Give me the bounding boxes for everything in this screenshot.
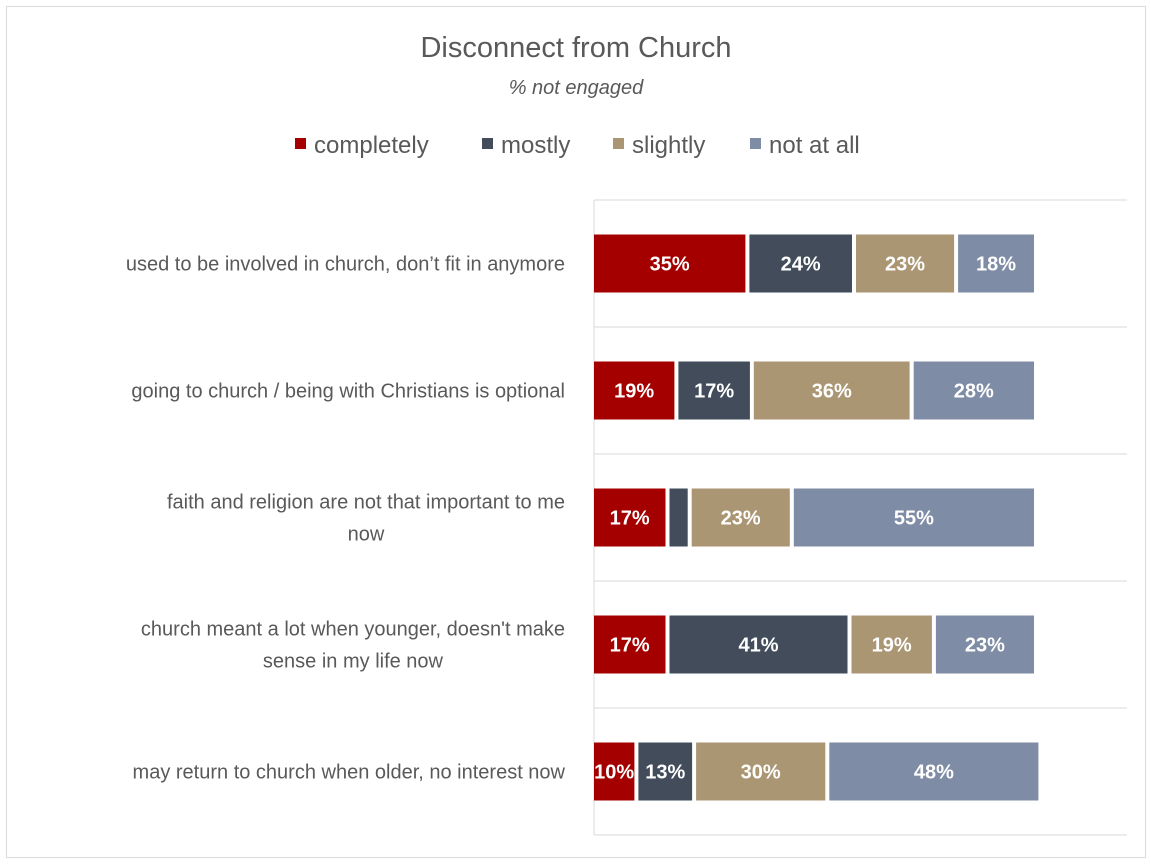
chart-title: Disconnect from Church xyxy=(420,32,731,64)
bar-completely xyxy=(594,234,746,293)
bar-mostly xyxy=(678,361,750,420)
legend-swatch-completely xyxy=(295,138,306,149)
bar-slightly xyxy=(696,742,826,801)
data-label: 28% xyxy=(954,381,994,403)
bar-not-at-all xyxy=(935,615,1034,674)
data-label: 41% xyxy=(738,635,778,657)
legend-swatch-mostly xyxy=(482,138,493,149)
bar-completely xyxy=(594,361,675,420)
data-label: 23% xyxy=(721,508,761,530)
category-label: faith and religion are not that importan… xyxy=(167,492,565,546)
data-label: 23% xyxy=(885,254,925,276)
legend-swatch-not-at-all xyxy=(750,138,761,149)
legend-label-mostly: mostly xyxy=(501,132,570,159)
chart-frame xyxy=(6,6,1146,858)
category-label: may return to church when older, no inte… xyxy=(133,762,566,784)
bar-completely xyxy=(594,615,666,674)
data-label: 24% xyxy=(781,254,821,276)
data-label: 10% xyxy=(594,762,634,784)
data-label: 13% xyxy=(645,762,685,784)
data-label: 19% xyxy=(872,635,912,657)
data-label: 55% xyxy=(894,508,934,530)
bar-mostly xyxy=(638,742,693,801)
category-label: going to church / being with Christians … xyxy=(131,381,565,403)
data-label: 17% xyxy=(610,508,650,530)
legend-label-slightly: slightly xyxy=(632,132,705,159)
bar-mostly xyxy=(669,615,848,674)
legend-swatch-slightly xyxy=(613,138,624,149)
category-label: church meant a lot when younger, doesn't… xyxy=(141,619,565,673)
bar-completely xyxy=(594,742,635,801)
data-label: 30% xyxy=(741,762,781,784)
data-label: 35% xyxy=(650,254,690,276)
category-labels: used to be involved in church, don’t fit… xyxy=(126,254,566,784)
bar-not-at-all xyxy=(829,742,1039,801)
data-label: 48% xyxy=(914,762,954,784)
data-label: 23% xyxy=(965,635,1005,657)
data-label: 17% xyxy=(610,635,650,657)
bar-mostly xyxy=(669,488,688,547)
bar-not-at-all xyxy=(958,234,1034,293)
chart-subtitle: % not engaged xyxy=(509,77,644,99)
bar-not-at-all xyxy=(793,488,1034,547)
data-label: 17% xyxy=(694,381,734,403)
legend: completely mostly slightly not at all xyxy=(295,132,860,159)
legend-label-not-at-all: not at all xyxy=(769,132,860,159)
legend-label-completely: completely xyxy=(314,132,429,159)
bars: 35% 24% 23% 18% 19% 17% 36% 28% 17% 23% 55% 17% 41% 1… xyxy=(594,234,1039,801)
bar-mostly xyxy=(749,234,852,293)
bar-slightly xyxy=(851,615,932,674)
bar-completely xyxy=(594,488,666,547)
bar-slightly xyxy=(753,361,910,420)
bar-not-at-all xyxy=(913,361,1034,420)
data-label: 18% xyxy=(976,254,1016,276)
data-label: 19% xyxy=(614,381,654,403)
bar-slightly xyxy=(856,234,955,293)
category-label: used to be involved in church, don’t fit… xyxy=(126,254,565,276)
data-label: 36% xyxy=(812,381,852,403)
gridlines xyxy=(593,199,1127,836)
bar-slightly xyxy=(691,488,790,547)
